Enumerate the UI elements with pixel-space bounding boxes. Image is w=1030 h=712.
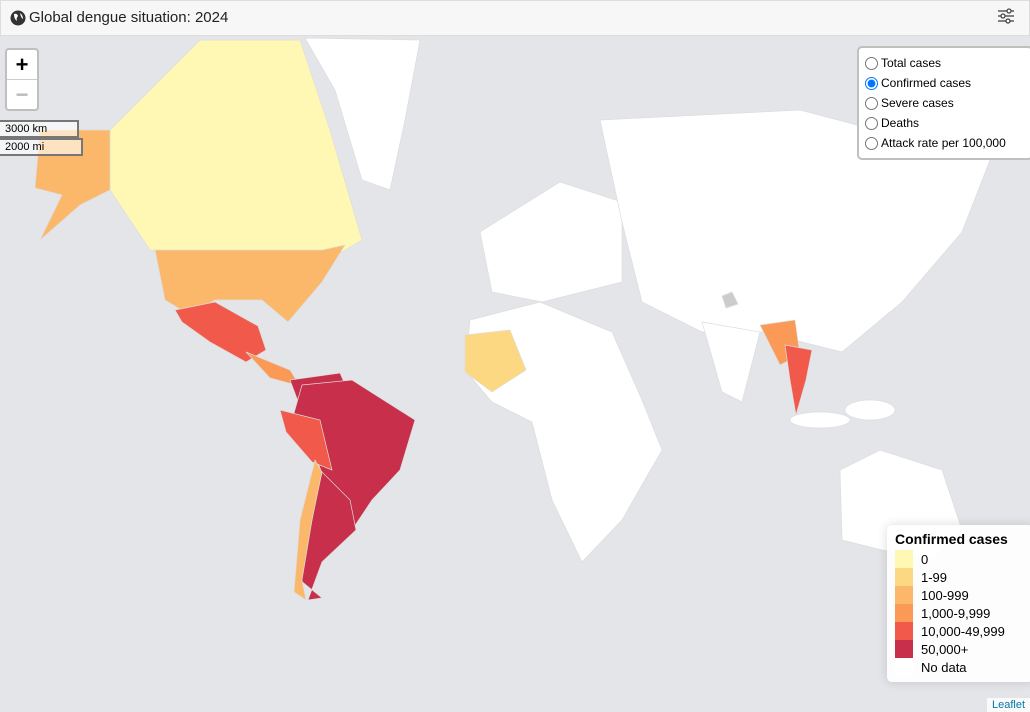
zoom-control: + −: [5, 48, 39, 111]
legend-swatch: [895, 550, 913, 568]
legend-title: Confirmed cases: [895, 531, 1008, 547]
layer-label: Attack rate per 100,000: [881, 136, 1006, 150]
layer-option[interactable]: Total cases: [865, 53, 1025, 73]
legend-item: 1,000-9,999: [895, 604, 1025, 622]
layer-label: Total cases: [881, 56, 942, 70]
settings-icon[interactable]: [997, 7, 1015, 25]
scale-mi: 2000 mi: [0, 138, 83, 156]
legend-label: 0: [921, 551, 929, 567]
title: Global dengue situation: 2024: [29, 9, 229, 26]
legend-swatch: [895, 568, 913, 586]
attribution[interactable]: Leaflet: [986, 698, 1030, 712]
layer-option[interactable]: Severe cases: [865, 93, 1025, 113]
legend-label: No data: [921, 659, 967, 675]
map-shapes: [34, 37, 991, 601]
zoom-out[interactable]: −: [7, 79, 37, 109]
layer-control: Total cases Confirmed cases Severe cases De…: [857, 46, 1030, 160]
legend-swatch: [895, 604, 913, 622]
legend-swatch: [895, 586, 913, 604]
legend-swatch: [895, 640, 913, 658]
legend-label: 100-999: [921, 587, 969, 603]
layer-label: Deaths: [881, 116, 920, 130]
radio[interactable]: [865, 56, 878, 70]
legend-item: 1-99: [895, 568, 1025, 586]
header: Global dengue situation: 2024: [0, 0, 1030, 36]
scale-km: 3000 km: [0, 120, 79, 138]
layer-label: Severe cases: [881, 96, 954, 110]
legend-label: 50,000+: [921, 641, 969, 657]
legend-swatch: [895, 658, 913, 676]
legend-label: 1,000-9,999: [921, 605, 991, 621]
radio[interactable]: [865, 76, 878, 90]
legend: Confirmed cases 0 1-99 100-999 1,000-9,999 1…: [887, 525, 1030, 682]
legend-item: 50,000+: [895, 640, 1025, 658]
globe-icon: [10, 10, 26, 26]
legend-swatch: [895, 622, 913, 640]
map[interactable]: + − 3000 km 2000 mi Total cases Confirmed…: [0, 36, 1030, 712]
layer-option[interactable]: Confirmed cases: [865, 73, 1025, 93]
legend-item: No data: [895, 658, 1025, 676]
legend-item: 10,000-49,999: [895, 622, 1025, 640]
legend-item: 100-999: [895, 586, 1025, 604]
radio[interactable]: [865, 136, 878, 150]
layer-option[interactable]: Deaths: [865, 113, 1025, 133]
legend-label: 1-99: [921, 569, 948, 585]
legend-label: 10,000-49,999: [921, 623, 1005, 639]
layer-option[interactable]: Attack rate per 100,000: [865, 133, 1025, 153]
zoom-in[interactable]: +: [15, 52, 29, 77]
radio[interactable]: [865, 116, 878, 130]
radio[interactable]: [865, 96, 878, 110]
layer-label: Confirmed cases: [881, 76, 972, 90]
legend-item: 0: [895, 550, 1025, 568]
